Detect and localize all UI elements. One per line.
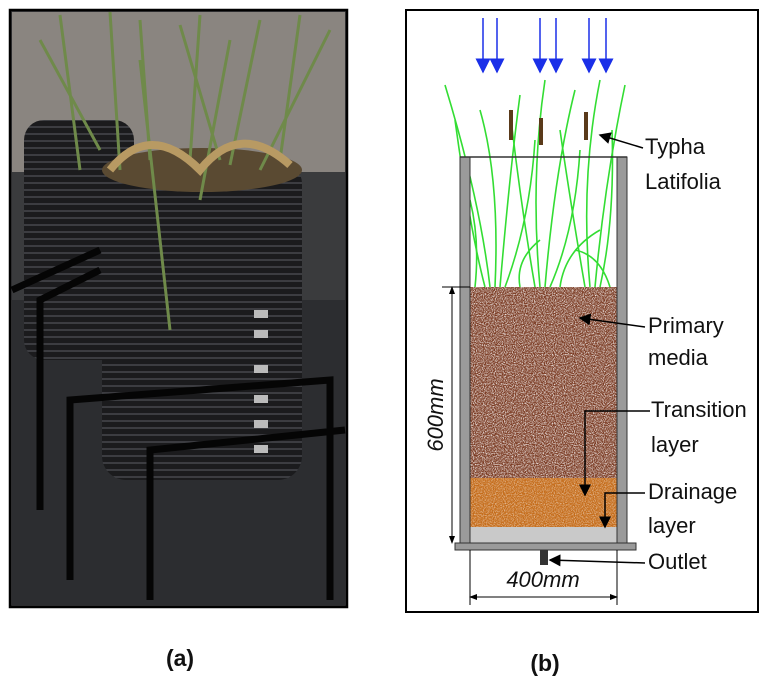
panel-label: (a) (166, 645, 194, 671)
annotation: Primary (648, 313, 724, 338)
annotation: Outlet (648, 549, 707, 574)
photo (10, 10, 347, 607)
width-dimension: 400mm (506, 567, 579, 592)
page: (a) 600mm 400mm (0, 0, 760, 682)
annotation: media (648, 345, 709, 370)
annotation: Transition (651, 397, 747, 422)
diagram: 600mm 400mm Typha Latifolia Primary medi… (406, 10, 758, 612)
figure: (a) 600mm 400mm (0, 0, 760, 682)
annotation: Typha (645, 134, 706, 159)
annotation: layer (651, 432, 699, 457)
annotation: Latifolia (645, 169, 722, 194)
annotation: layer (648, 513, 696, 538)
height-dimension: 600mm (423, 378, 448, 451)
panel-label: (b) (530, 650, 559, 676)
annotation: Drainage (648, 479, 737, 504)
